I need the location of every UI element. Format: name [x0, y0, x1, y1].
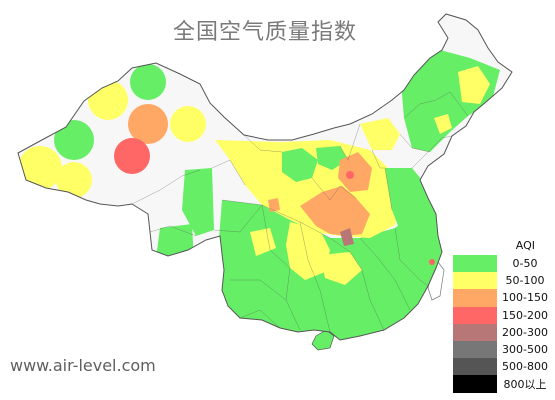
hunan-yellow-patch	[320, 252, 362, 285]
legend-swatch	[453, 340, 497, 359]
legend-label: 150-200	[502, 308, 548, 322]
legend-label: 200-300	[502, 325, 548, 339]
xinjiang-green-northwest	[130, 64, 166, 100]
legend-swatch	[453, 306, 497, 324]
legend-swatch	[453, 272, 497, 290]
legend-item: 800以上	[453, 375, 553, 393]
legend-item: 200-300	[453, 323, 553, 341]
country-border	[17, 13, 513, 341]
northeast-yellow-patch	[458, 66, 490, 104]
xinjiang-red-south	[114, 138, 150, 174]
legend-swatch	[453, 255, 497, 273]
legend-swatch	[453, 323, 497, 341]
tibet-green-west	[156, 224, 194, 268]
tibet-green-east	[182, 168, 214, 236]
legend-item: 50-100	[453, 272, 553, 290]
watermark: www.air-level.com	[10, 356, 156, 375]
legend-item: 100-150	[453, 289, 553, 307]
legend-item: 300-500	[453, 340, 553, 359]
southwest-yellow-patch	[286, 222, 330, 280]
legend-item: 0-50	[453, 255, 553, 273]
legend-swatch	[453, 289, 497, 307]
legend-label: 300-500	[502, 343, 548, 357]
central-orange-region	[300, 186, 370, 236]
legend-label: 100-150	[502, 291, 548, 305]
legend-label: 0-50	[512, 257, 538, 271]
xinjiang-yellow-north	[88, 80, 128, 120]
hotspot-brown	[340, 228, 354, 246]
northeast-yellow-small	[434, 114, 452, 134]
map-title: 全国空气质量指数	[172, 20, 357, 45]
xinjiang-yellow-east	[170, 106, 206, 142]
legend-label: 500-800	[502, 360, 548, 374]
legend-item: 500-800	[453, 358, 553, 376]
legend-label: 50-100	[505, 274, 545, 288]
hotspot-red	[346, 171, 354, 179]
legend-item: 150-200	[453, 306, 553, 324]
legend-label: 800以上	[503, 377, 547, 391]
aqi-legend: AQI 0-50 50-100 100-150 150-200 200-300 …	[453, 237, 553, 393]
east-coast-green	[385, 168, 432, 240]
tibet-yellow-patch	[250, 228, 276, 256]
xinjiang-yellow-sw	[56, 162, 92, 198]
legend-swatch	[453, 375, 497, 393]
henan-orange-band	[338, 152, 372, 192]
legend-title: AQI	[515, 239, 535, 252]
xinjiang-orange-center	[128, 104, 168, 144]
north-yellow-patch	[360, 118, 400, 150]
pink-dot	[268, 198, 280, 212]
xinjiang-green-west	[54, 120, 94, 160]
hotspot-red-2	[429, 259, 435, 265]
xinjiang-yellow-west	[18, 146, 62, 190]
legend-swatch	[453, 358, 497, 376]
northwest-green-belt	[282, 148, 318, 182]
